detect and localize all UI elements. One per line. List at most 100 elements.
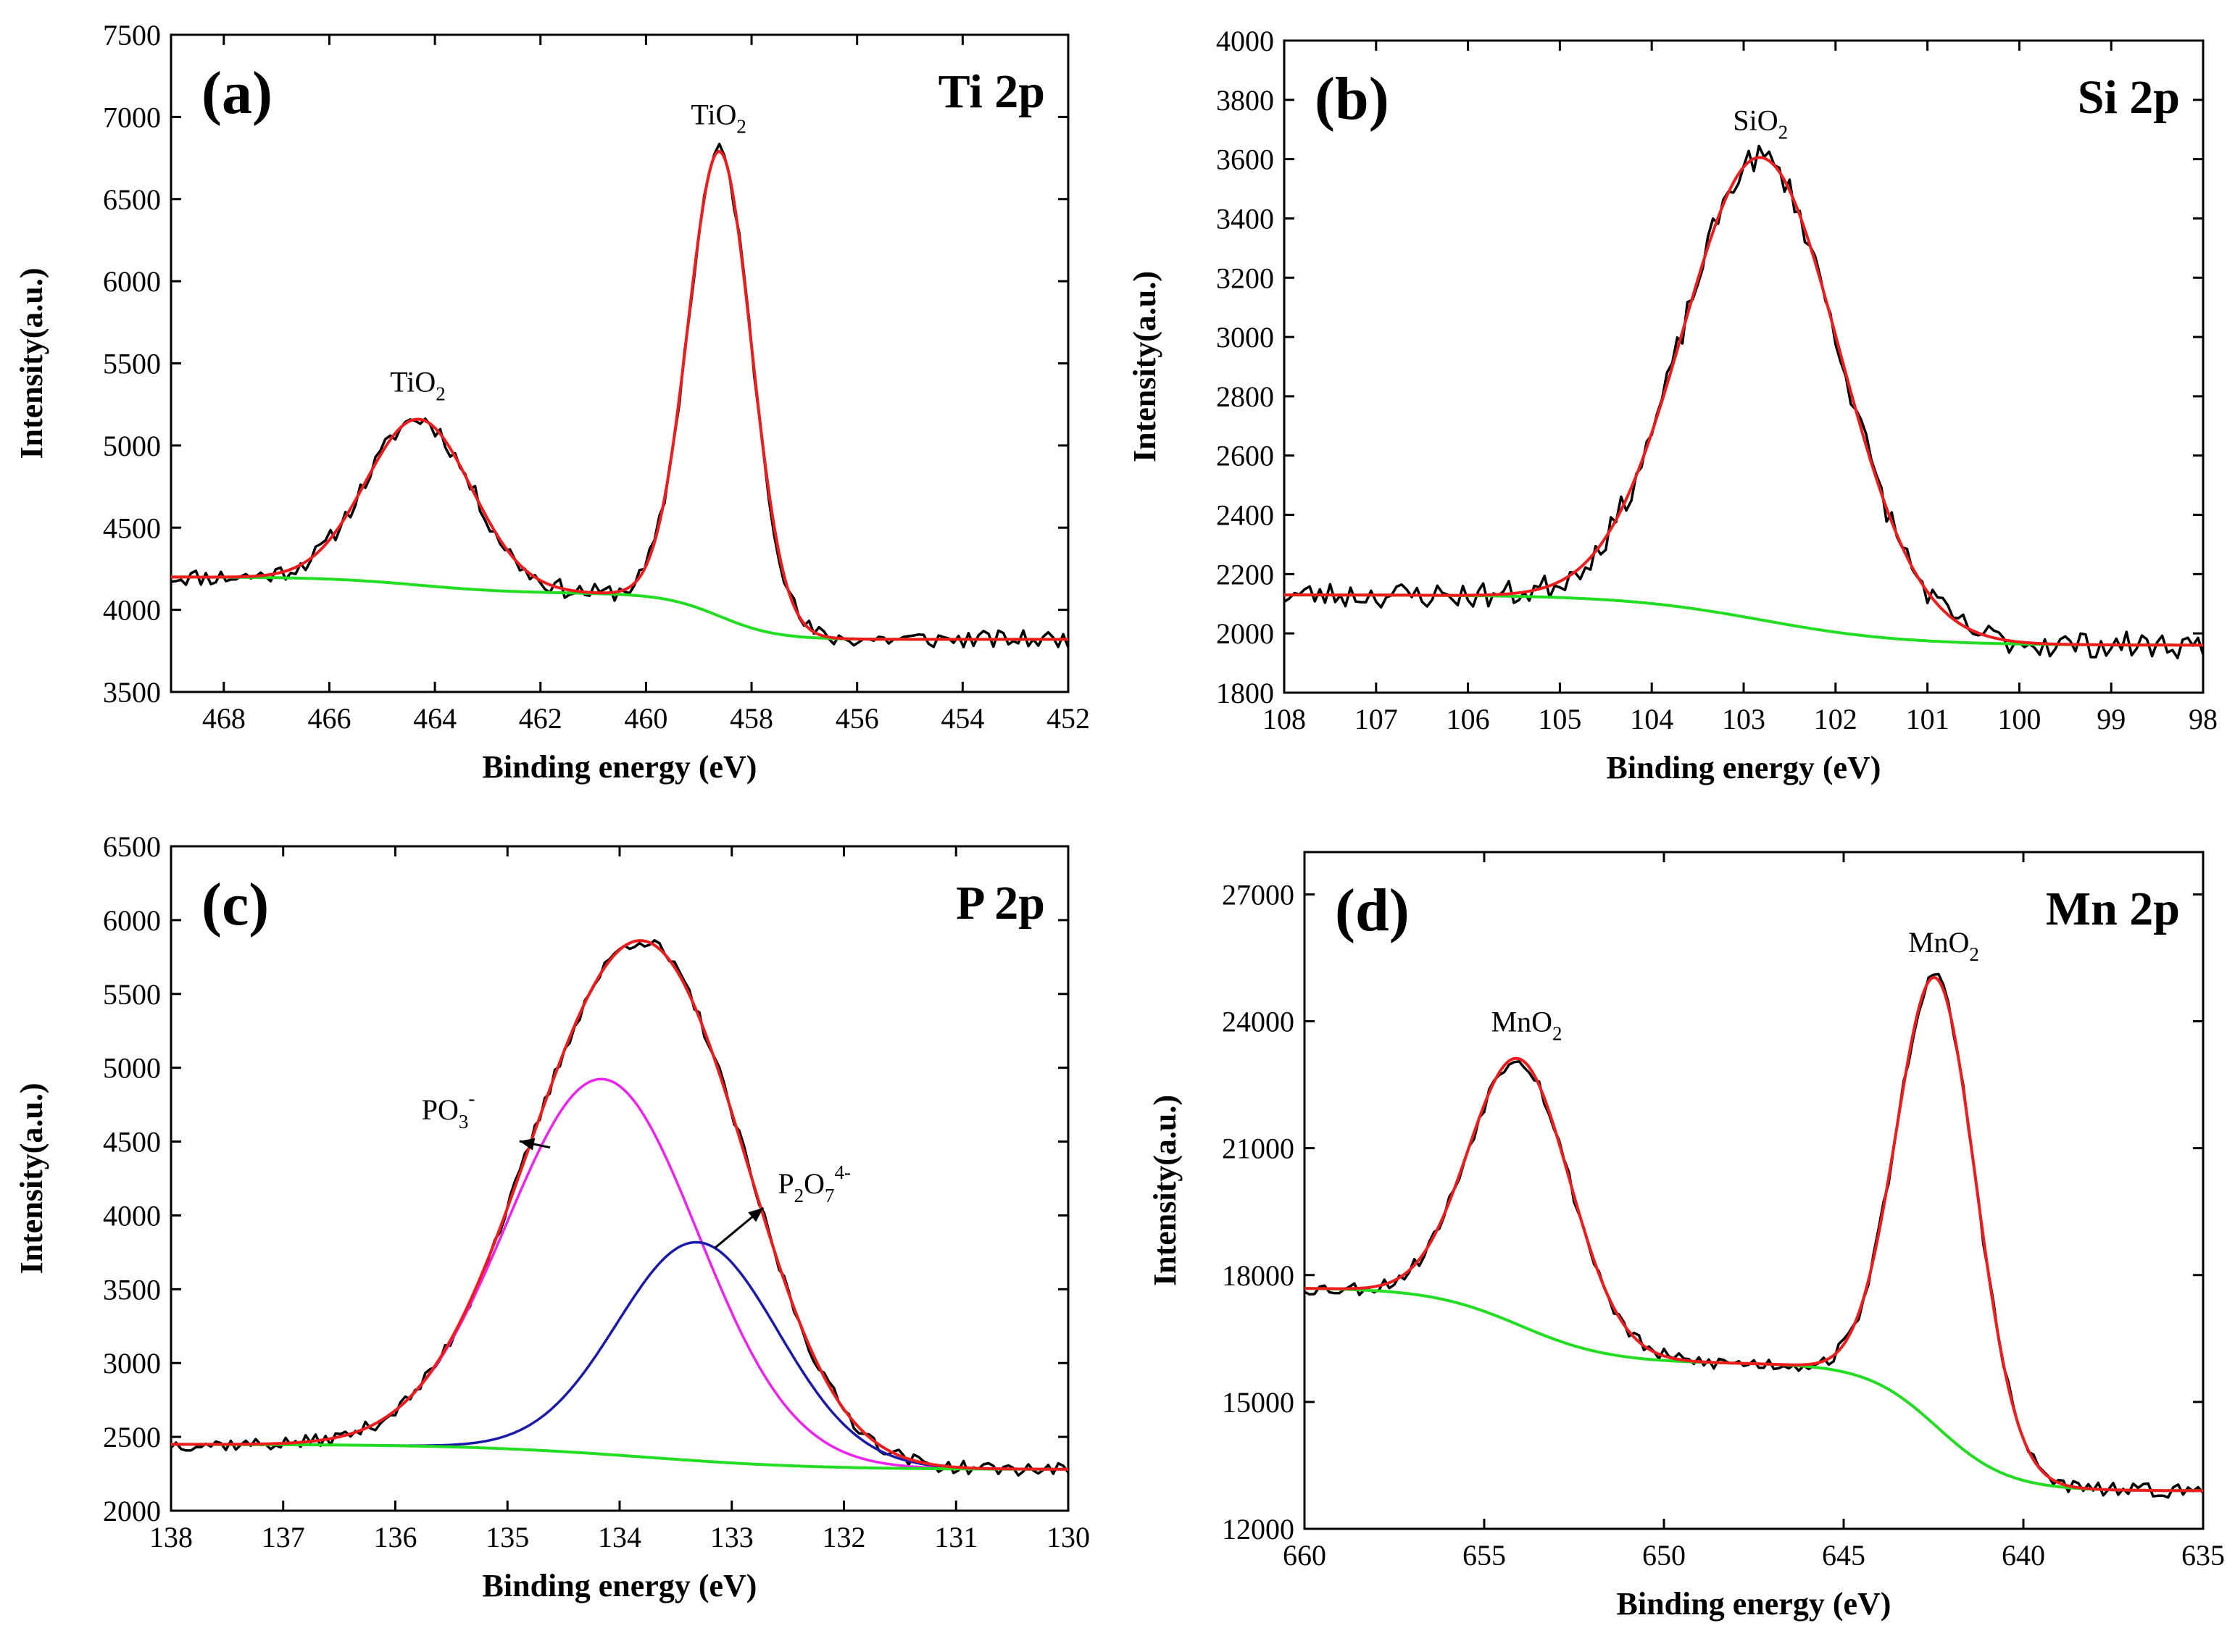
y-tick-label: 4000 [1216, 25, 1274, 57]
x-tick-label: 454 [941, 702, 984, 735]
x-tick-label: 104 [1630, 703, 1673, 735]
series-raw-line [1304, 972, 2205, 1499]
x-tick-label: 136 [374, 1521, 417, 1553]
y-tick-label: 2000 [103, 1495, 161, 1527]
panel-label: (b) [1315, 65, 1389, 133]
series-background-line [171, 1443, 1068, 1471]
y-tick-label: 5000 [103, 1052, 161, 1085]
y-tick-label: 5500 [103, 978, 161, 1011]
peak-label-mid: O [804, 1167, 825, 1200]
x-tick-label: 108 [1262, 703, 1306, 735]
x-tick-label: 100 [1997, 703, 2041, 735]
peak-label: SiO2 [1733, 104, 1788, 143]
peak-label-sup: - [468, 1088, 475, 1109]
peak-label: PO3- [422, 1088, 475, 1132]
peak-label: MnO2 [1491, 1006, 1562, 1045]
series-raw-line [170, 939, 1070, 1477]
element-label: Si 2p [2078, 71, 2180, 124]
peak-arrow-head [748, 1207, 764, 1222]
x-tick-label: 134 [598, 1521, 641, 1553]
element-label: P 2p [956, 877, 1045, 930]
y-tick-label: 6500 [103, 183, 161, 216]
series-fit-line [171, 149, 1068, 641]
y-tick-label: 3000 [103, 1347, 161, 1380]
y-tick-label: 24000 [1222, 1006, 1294, 1038]
x-tick-label: 98 [2189, 703, 2218, 735]
peak-label: TiO2 [691, 98, 746, 137]
peak-arrow-head [519, 1138, 536, 1151]
peak-label-sub: 2 [736, 115, 746, 137]
x-tick-label: 105 [1538, 703, 1581, 735]
x-tick-label: 102 [1814, 703, 1857, 735]
panel-label: (d) [1335, 877, 1410, 944]
x-tick-label: 138 [149, 1521, 193, 1553]
y-tick-label: 5000 [103, 430, 161, 462]
panel-d: 660 655 650 645 640 635 12000 15000 18000 21000 24… [1147, 851, 2225, 1622]
series-background-line [171, 575, 1068, 641]
y-tick-label: 15000 [1222, 1386, 1294, 1419]
series-raw-line [170, 142, 1070, 648]
panel-c: 138 137 136 135 134 133 132 131 130 2000 2500 3000 3… [14, 830, 1090, 1603]
y-tick-label: 3800 [1216, 84, 1274, 117]
x-tick-label: 137 [262, 1521, 305, 1553]
y-tick-label: 4500 [103, 512, 161, 544]
peak-label-sub: 3 [459, 1111, 469, 1132]
x-tick-label: 466 [307, 702, 351, 735]
y-axis-title: Intensity(a.u.) [14, 267, 49, 459]
x-tick-label: 660 [1283, 1539, 1326, 1572]
element-label: Ti 2p [938, 65, 1045, 118]
y-tick-label: 2000 [1216, 617, 1274, 650]
panel-label: (c) [201, 871, 269, 938]
y-tick-label: 2800 [1216, 380, 1274, 413]
y-tick-label: 6500 [103, 830, 161, 863]
y-tick-label: 4500 [103, 1126, 161, 1159]
x-tick-label: 106 [1447, 703, 1490, 735]
y-tick-label: 2200 [1216, 558, 1274, 591]
peak-label-main: MnO [1908, 926, 1969, 959]
x-tick-label: 452 [1046, 702, 1090, 735]
peak-label: P2O74- [778, 1161, 851, 1206]
peak-label-sub: 2 [1778, 122, 1789, 143]
x-tick-label: 464 [413, 702, 457, 735]
x-tick-label: 635 [2181, 1539, 2225, 1572]
y-tick-label: 21000 [1222, 1132, 1294, 1165]
x-axis-title: Binding energy (eV) [483, 1568, 757, 1603]
series-background-line [1304, 1287, 2203, 1493]
x-tick-label: 130 [1046, 1521, 1090, 1553]
y-tick-label: 18000 [1222, 1259, 1294, 1292]
y-axis-title: Intensity(a.u.) [14, 1082, 49, 1274]
y-tick-label: 12000 [1222, 1513, 1294, 1545]
panel-a: 468 466 464 462 460 458 456 454 452 3500 4000 4500 5… [14, 19, 1090, 785]
y-tick-label: 1800 [1216, 677, 1274, 709]
x-tick-label: 107 [1354, 703, 1398, 735]
series-fit-line [1284, 156, 2203, 647]
y-tick-label: 5500 [103, 348, 161, 380]
series-component-1-line [171, 1077, 1068, 1471]
panel-b: 108 107 106 105 104 103 102 101 100 99 98 1800 2000 2… [1127, 25, 2218, 785]
x-axis-title: Binding energy (eV) [483, 749, 757, 785]
y-tick-label: 7000 [103, 101, 161, 133]
peak-label-main: P [778, 1167, 794, 1200]
panel-label: (a) [201, 59, 272, 127]
x-tick-label: 460 [624, 702, 667, 735]
x-tick-label: 655 [1462, 1539, 1506, 1572]
x-tick-label: 131 [934, 1521, 978, 1553]
plot-frame [170, 845, 1070, 1512]
y-axis-title: Intensity(a.u.) [1147, 1095, 1183, 1286]
series-fit-line [171, 939, 1068, 1471]
y-tick-label: 3000 [1216, 321, 1274, 354]
peak-label-sub: 2 [436, 383, 446, 405]
y-tick-label: 2400 [1216, 499, 1274, 532]
peak-label-sub2: 7 [825, 1185, 835, 1206]
y-tick-label: 6000 [103, 265, 161, 298]
plot-frame [1303, 851, 2205, 1530]
y-tick-label: 3500 [103, 676, 161, 709]
series-raw-line [1283, 144, 2205, 659]
y-tick-label: 6000 [103, 904, 161, 937]
peak-label-main: TiO [390, 366, 436, 399]
peak-label: MnO2 [1908, 926, 1979, 965]
y-tick-label: 4000 [103, 1199, 161, 1232]
y-tick-label: 3600 [1216, 143, 1274, 176]
peak-label-main: SiO [1733, 104, 1778, 137]
